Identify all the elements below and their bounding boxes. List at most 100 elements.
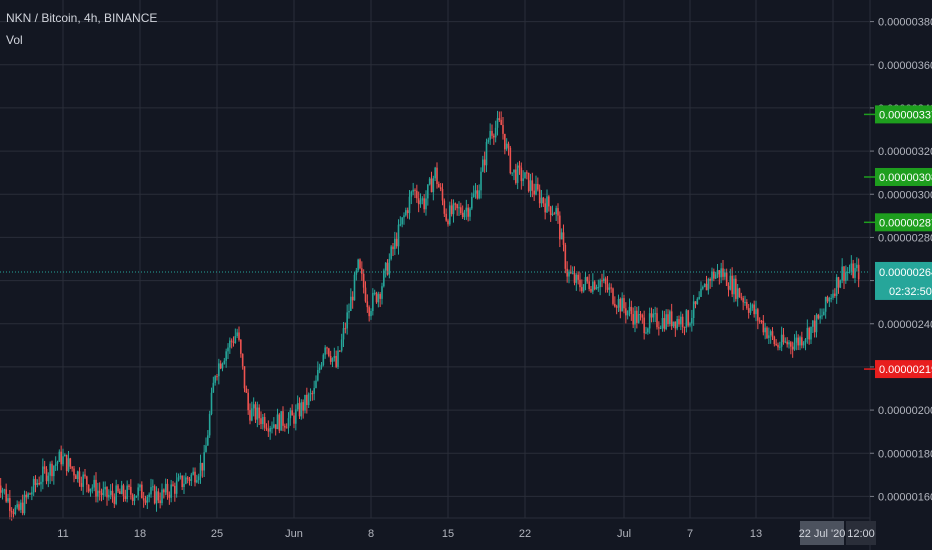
- candle-body: [654, 313, 656, 315]
- crosshair-time-label: 12:00: [847, 528, 875, 540]
- candle-body: [606, 284, 609, 290]
- candle-body: [799, 337, 801, 346]
- time-tick-label: 18: [134, 528, 146, 540]
- candle-body: [243, 366, 246, 389]
- candle-body: [619, 298, 622, 312]
- candle-body: [804, 339, 807, 343]
- candle-body: [1, 490, 4, 493]
- candle-body: [137, 487, 139, 496]
- candle-body: [852, 263, 854, 278]
- candle-body: [131, 494, 134, 501]
- price-tick-label: 0.00000320: [878, 146, 932, 158]
- candle-body: [196, 480, 198, 483]
- candle-body: [663, 318, 666, 330]
- volume-indicator-label[interactable]: Vol: [6, 33, 23, 47]
- candle-body: [801, 337, 803, 346]
- candle-body: [324, 347, 326, 355]
- candle-body: [722, 268, 724, 277]
- candle-body: [560, 232, 563, 240]
- candle-body: [60, 451, 62, 465]
- candle-body: [850, 263, 853, 272]
- candle-body: [166, 483, 169, 495]
- candle-body: [784, 341, 787, 343]
- candle-body: [445, 213, 447, 221]
- candle-body: [117, 485, 119, 492]
- candle-body: [447, 220, 449, 225]
- candle-body: [815, 314, 818, 333]
- candle-body: [306, 394, 308, 406]
- candle-body: [20, 502, 22, 510]
- candle-body: [23, 494, 26, 514]
- candle-body: [65, 454, 68, 472]
- candle-body: [438, 183, 440, 188]
- candle-body: [150, 487, 152, 495]
- candle-body: [423, 198, 425, 210]
- candle-body: [397, 224, 400, 247]
- candle-body: [713, 271, 715, 279]
- candle-body: [793, 342, 796, 350]
- candle-body: [786, 341, 788, 345]
- candle-body: [388, 258, 391, 275]
- candle-body: [408, 196, 411, 214]
- candle-body: [592, 281, 594, 292]
- candle-body: [472, 193, 475, 197]
- candle-body: [337, 350, 339, 367]
- candle-body: [298, 403, 301, 417]
- candle-body: [284, 425, 286, 428]
- candle-body: [625, 308, 627, 316]
- candle-body: [372, 292, 374, 311]
- candle-body: [735, 278, 737, 299]
- candle-body: [573, 273, 576, 283]
- candle-body: [225, 351, 227, 361]
- candle-body: [188, 479, 191, 481]
- candle-body: [311, 393, 314, 395]
- candle-body: [326, 347, 328, 349]
- candle-body: [274, 424, 277, 430]
- candle-body: [357, 259, 359, 271]
- candle-body: [366, 301, 369, 308]
- candle-body: [652, 313, 655, 318]
- candle-body: [676, 319, 678, 329]
- candle-body: [795, 337, 798, 343]
- candle-body: [399, 224, 402, 226]
- candle-body: [586, 277, 589, 282]
- candle-body: [813, 320, 816, 333]
- candle-body: [10, 510, 13, 513]
- candle-body: [54, 463, 57, 466]
- candle-body: [240, 339, 242, 354]
- candle-body: [49, 463, 51, 476]
- candle-body: [546, 196, 548, 213]
- candle-body: [375, 292, 378, 303]
- candle-body: [251, 408, 253, 421]
- candle-body: [346, 312, 348, 329]
- candle-body: [38, 482, 40, 485]
- candle-body: [194, 471, 196, 483]
- candle-body: [304, 394, 306, 411]
- candle-body: [520, 167, 523, 182]
- candle-body: [817, 314, 820, 319]
- price-tick-label: 0.00000280: [878, 232, 932, 244]
- candle-body: [287, 418, 290, 428]
- candle-body: [175, 480, 178, 494]
- candle-body: [307, 394, 310, 406]
- candle-body: [401, 217, 403, 225]
- candle-body: [12, 512, 15, 514]
- candle-body: [691, 317, 693, 324]
- candle-body: [733, 278, 735, 295]
- candle-body: [593, 281, 596, 290]
- candle-body: [383, 270, 385, 287]
- time-tick-label: Jul: [617, 528, 631, 540]
- candle-body: [263, 416, 266, 428]
- candle-body: [637, 314, 640, 323]
- candle-body: [830, 297, 832, 299]
- candle-body: [93, 479, 95, 488]
- candle-body: [348, 311, 350, 313]
- candle-body: [537, 183, 539, 190]
- candle-body: [3, 489, 6, 491]
- candle-body: [174, 485, 176, 494]
- candle-body: [738, 288, 741, 298]
- candle-body: [135, 495, 138, 498]
- countdown-label: 02:32:50: [889, 286, 932, 298]
- candle-body: [689, 323, 691, 326]
